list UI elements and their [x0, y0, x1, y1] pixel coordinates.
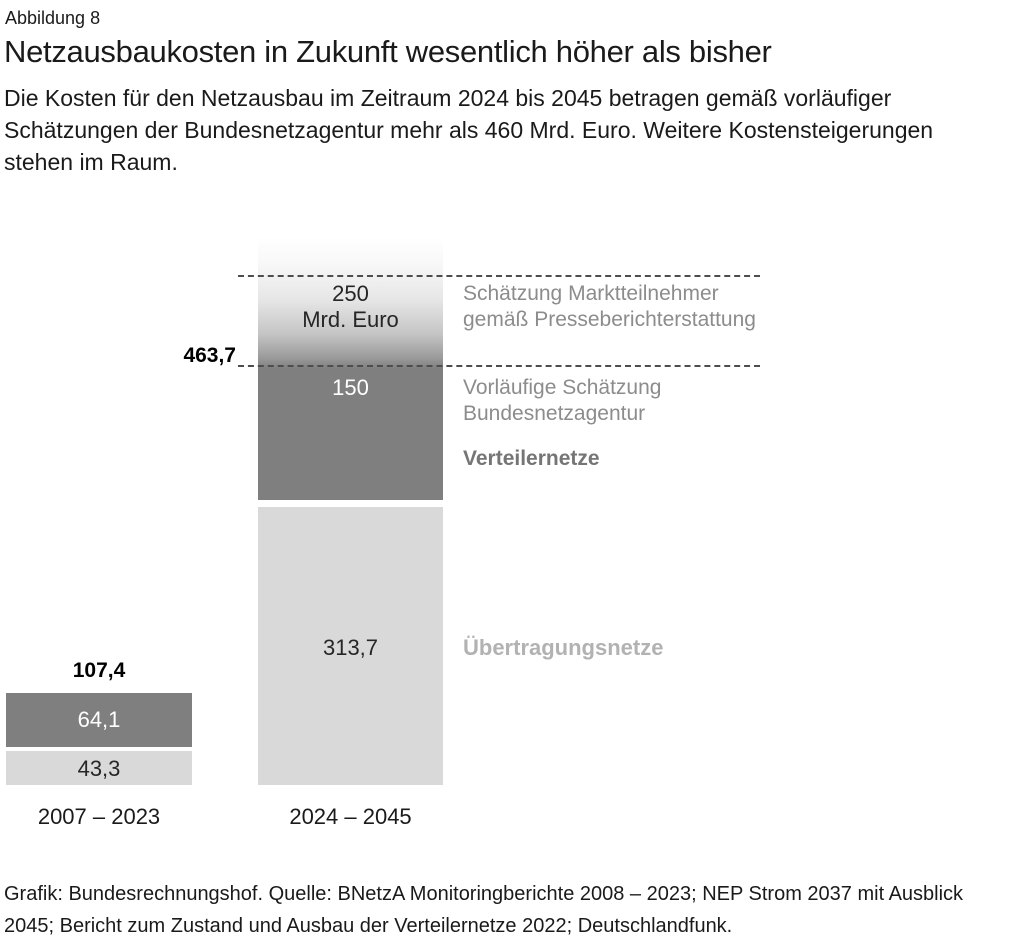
annotation-bnetza-line1: Vorläufige Schätzung — [463, 376, 662, 399]
value-label-250: 250 — [332, 281, 369, 306]
annotation-bnetza-estimate: Vorläufige Schätzung Bundesnetzagentur — [463, 375, 661, 427]
x-axis-label-2007-2023: 2007 – 2023 — [37, 804, 161, 829]
bar-2024-2045-uebertragungsnetze-segment — [258, 507, 443, 785]
total-label-107-4: 107,4 — [72, 659, 126, 682]
total-label-463-7: 463,7 — [183, 344, 236, 367]
value-label-43-3: 43,3 — [77, 756, 121, 781]
value-label-mrd-euro: Mrd. Euro — [302, 307, 399, 332]
chart-title: Netzausbaukosten in Zukunft wesentlich h… — [4, 34, 772, 69]
annotation-bnetza-line2: Bundesnetzagentur — [463, 402, 646, 425]
x-axis-label-2024-2045: 2024 – 2045 — [289, 804, 412, 829]
legend-label-verteilernetze: Verteilernetze — [463, 447, 600, 470]
bar-2007-2023-uebertragungsnetze-segment — [6, 751, 192, 785]
annotation-market-line1: Schätzung Marktteilnehmer — [463, 282, 719, 305]
annotation-market-line2: gemäß Presseberichterstattung — [463, 308, 756, 331]
dashed-line-463-7 — [238, 365, 760, 367]
bar-2007-2023-verteilernetze-segment — [6, 693, 192, 747]
source-credit: Grafik: Bundesrechnungshof. Quelle: BNet… — [4, 883, 964, 937]
value-label-313-7: 313,7 — [322, 635, 379, 660]
chart-subtitle: Die Kosten für den Netzausbau im Zeitrau… — [4, 85, 934, 175]
figure-number-label: Abbildung 8 — [5, 8, 101, 28]
value-label-64-1: 64,1 — [77, 707, 121, 732]
bar-2024-2045-market-estimate-gradient-segment — [258, 237, 443, 500]
value-label-150: 150 — [332, 375, 369, 400]
dashed-line-market-estimate — [238, 275, 760, 277]
annotation-market-estimate: Schätzung Marktteilnehmer gemäß Pressebe… — [463, 281, 756, 333]
legend-label-uebertragungsnetze: Übertragungsnetze — [463, 635, 664, 660]
